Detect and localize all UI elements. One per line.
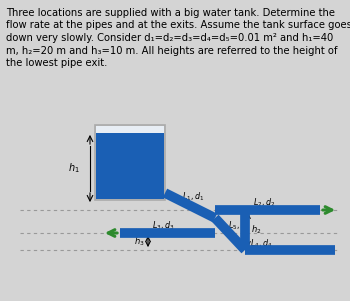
Text: down very slowly. Consider d₁=d₂=d₃=d₄=d₅=0.01 m² and h₁=40: down very slowly. Consider d₁=d₂=d₃=d₄=d…: [6, 33, 333, 43]
Bar: [95, 125, 165, 200]
Text: Three locations are supplied with a big water tank. Determine the: Three locations are supplied with a big …: [6, 8, 335, 18]
Text: flow rate at the pipes and at the exits. Assume the tank surface goes: flow rate at the pipes and at the exits.…: [6, 20, 350, 30]
Text: $L_2, d_2$: $L_2, d_2$: [253, 197, 275, 209]
Bar: [96, 133, 164, 199]
Text: $L_5, d_5$: $L_5, d_5$: [228, 220, 251, 232]
Text: $L_4, d_4$: $L_4, d_4$: [250, 238, 273, 250]
Text: $h_2$: $h_2$: [251, 224, 261, 236]
Text: $L_3, d_3$: $L_3, d_3$: [153, 220, 175, 232]
Text: $h_3$: $h_3$: [134, 235, 145, 248]
Text: the lowest pipe exit.: the lowest pipe exit.: [6, 58, 107, 68]
Bar: [96, 126, 164, 133]
Text: $h_1$: $h_1$: [68, 162, 80, 175]
Text: m, h₂=20 m and h₃=10 m. All heights are referred to the height of: m, h₂=20 m and h₃=10 m. All heights are …: [6, 45, 337, 55]
Text: $L_1, d_1$: $L_1, d_1$: [182, 190, 204, 203]
